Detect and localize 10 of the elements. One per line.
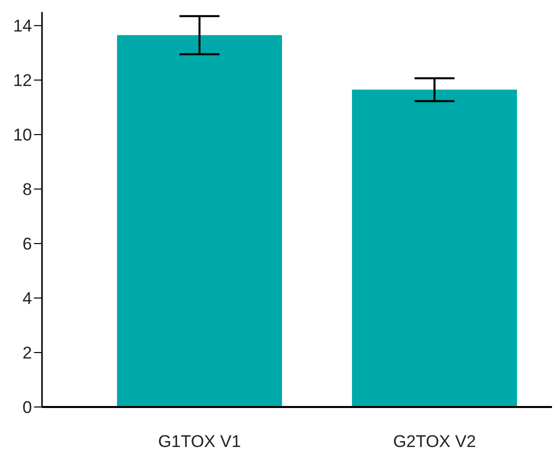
y-tick-label: 8 xyxy=(22,180,32,200)
x-tick-label: G2TOX V2 xyxy=(393,432,476,452)
y-tick-label: 6 xyxy=(22,234,32,254)
y-tick-label: 12 xyxy=(13,71,32,90)
y-tick-label: 2 xyxy=(22,344,32,363)
y-tick-label: 0 xyxy=(22,398,32,418)
y-tick-label: 10 xyxy=(13,126,32,145)
x-tick-label: G1TOX V1 xyxy=(158,432,241,452)
y-tick-label: 4 xyxy=(22,289,32,308)
y-tick-label: 14 xyxy=(13,16,32,36)
